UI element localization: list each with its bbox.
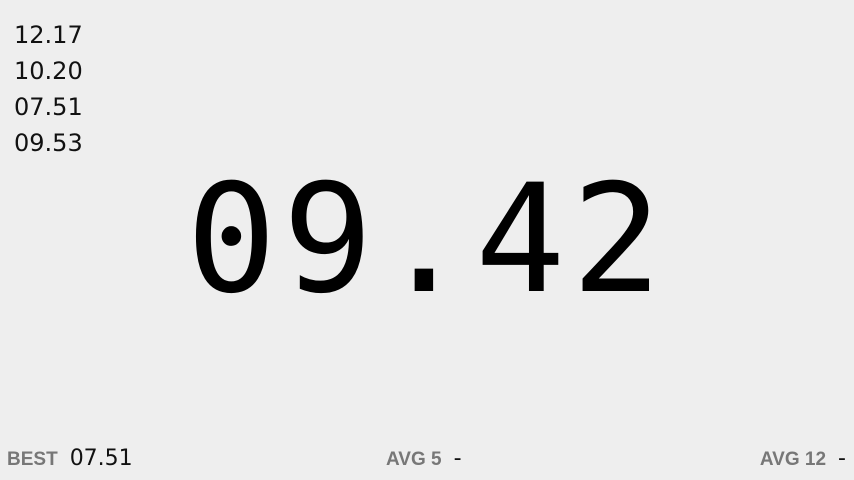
best-stat: BEST 07.51	[7, 444, 133, 474]
history-time-item[interactable]: 12.17	[14, 21, 83, 49]
avg5-stat: AVG 5-	[386, 444, 462, 474]
history-time-item[interactable]: 10.20	[14, 57, 83, 85]
avg12-stat: AVG 12-	[760, 444, 846, 474]
times-history-list: 12.17 10.20 07.51 09.53	[14, 17, 83, 161]
best-value: 07.51	[69, 446, 133, 471]
avg5-value: -	[453, 446, 462, 471]
history-time-item[interactable]: 09.53	[14, 129, 83, 157]
avg5-label: AVG 5	[386, 449, 442, 470]
avg12-label: AVG 12	[759, 449, 827, 470]
timer-display[interactable]: 09.42	[186, 153, 668, 327]
best-label: BEST	[7, 449, 58, 470]
avg12-value: -	[838, 446, 846, 471]
history-time-item[interactable]: 07.51	[14, 93, 83, 121]
